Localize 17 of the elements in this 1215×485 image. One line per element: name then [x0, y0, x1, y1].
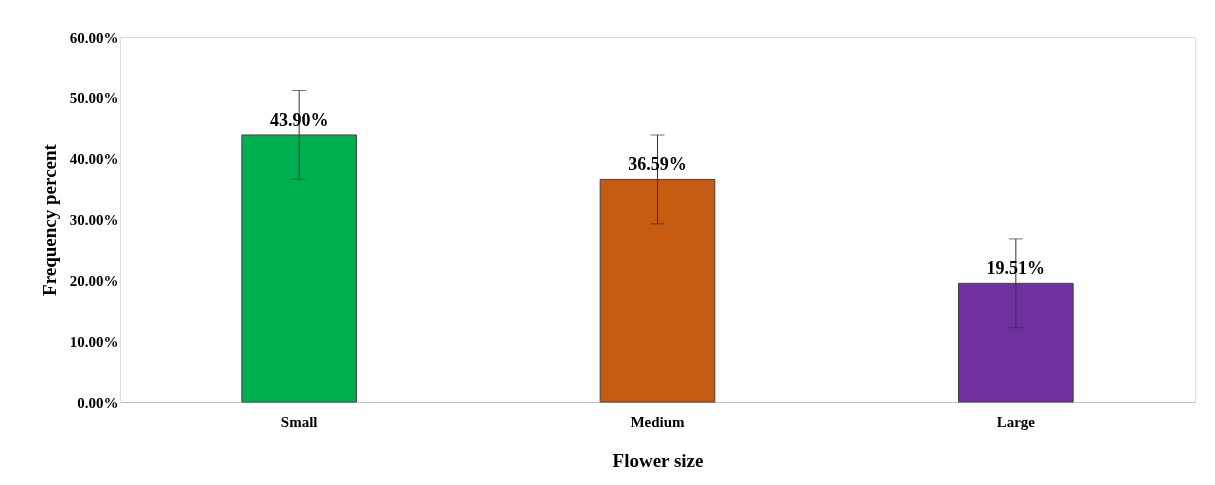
x-axis-title: Flower size — [612, 449, 704, 471]
data-label: 19.51% — [986, 258, 1046, 279]
bar — [958, 282, 1074, 403]
y-tick-label: 60.00% — [69, 29, 119, 46]
x-tick-label: Small — [280, 413, 318, 430]
bar — [599, 178, 716, 403]
y-tick-label: 10.00% — [69, 333, 119, 350]
bar — [241, 134, 357, 403]
y-tick-label: 50.00% — [69, 90, 119, 107]
y-tick-label: 20.00% — [69, 272, 119, 289]
x-tick-label: Large — [996, 413, 1036, 430]
y-tick-label: 30.00% — [69, 212, 119, 228]
data-label: 43.90% — [269, 109, 329, 130]
x-tick-label: Medium — [630, 413, 686, 430]
y-axis-title: Frequency percent — [38, 143, 60, 296]
y-tick-label: 0.00% — [77, 394, 119, 411]
y-tick-label: 40.00% — [69, 151, 119, 168]
